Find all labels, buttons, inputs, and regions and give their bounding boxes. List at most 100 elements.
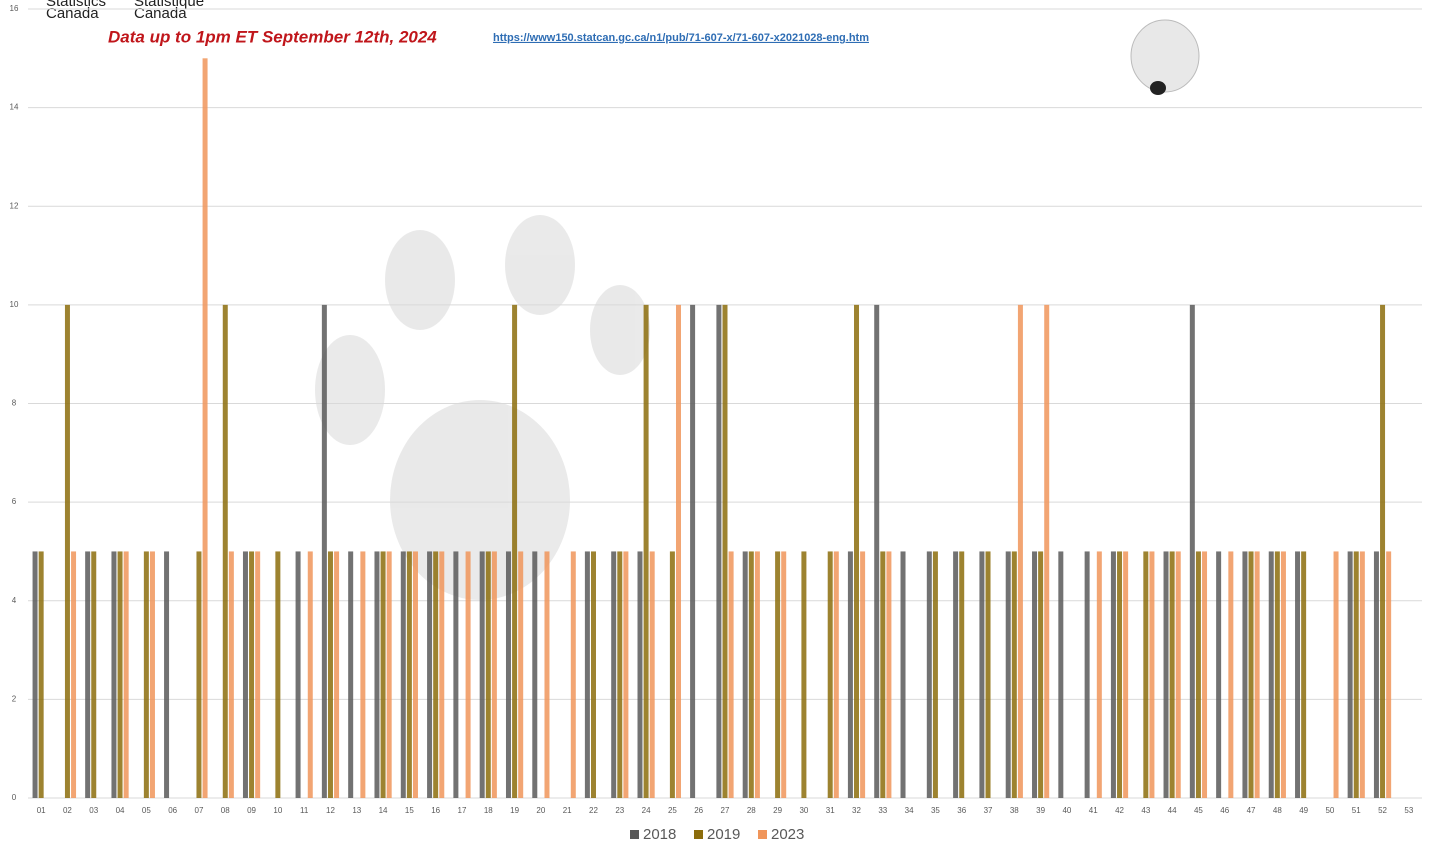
agency-en: Statistics [46, 0, 106, 10]
y-tick-label: 2 [12, 694, 17, 703]
bar [91, 551, 97, 798]
bar [149, 551, 155, 798]
bar [518, 551, 524, 798]
x-tick-label: 09 [247, 806, 256, 815]
agency-fr: Canada [134, 5, 187, 22]
bar [1038, 551, 1044, 798]
x-tick-label: 15 [405, 806, 414, 815]
x-tick-label: 18 [484, 806, 493, 815]
bar [439, 551, 445, 798]
bar [380, 551, 386, 798]
bar [584, 551, 590, 798]
bar [433, 551, 439, 798]
x-tick-label: 30 [799, 806, 808, 815]
bar [1373, 551, 1379, 798]
bar [491, 551, 497, 798]
source-link[interactable]: https://www150.statcan.gc.ca/n1/pub/71-6… [493, 32, 869, 44]
x-tick-label: 33 [878, 806, 887, 815]
y-tick-label: 8 [12, 399, 17, 408]
bar [334, 551, 340, 798]
bar [117, 551, 123, 798]
bar [532, 551, 538, 798]
x-tick-label: 35 [931, 806, 940, 815]
x-tick-label: 02 [63, 806, 72, 815]
bar [1189, 304, 1195, 798]
bar [1248, 551, 1254, 798]
bar [1005, 551, 1011, 798]
bar [1017, 304, 1023, 798]
bar [400, 551, 406, 798]
bar [321, 304, 327, 798]
y-tick-label: 16 [10, 4, 19, 13]
x-tick-label: 16 [431, 806, 440, 815]
bar [222, 304, 228, 798]
x-tick-label: 44 [1168, 806, 1177, 815]
bar [295, 551, 301, 798]
bar [1149, 551, 1155, 798]
bar [775, 551, 781, 798]
bar [202, 58, 208, 798]
bar [617, 551, 623, 798]
x-tick-label: 11 [300, 806, 309, 815]
bar [1242, 551, 1248, 798]
x-tick-label: 01 [37, 806, 46, 815]
bar [1169, 551, 1175, 798]
bar [412, 551, 418, 798]
bar [1359, 551, 1365, 798]
x-tick-label: 24 [642, 806, 651, 815]
bar [327, 551, 333, 798]
bar [38, 551, 44, 798]
x-tick-label: 26 [694, 806, 703, 815]
bar [1084, 551, 1090, 798]
bar [111, 551, 117, 798]
y-tick-label: 12 [10, 201, 19, 210]
x-tick-label: 04 [116, 806, 125, 815]
x-tick-label: 48 [1273, 806, 1282, 815]
bar [1032, 551, 1038, 798]
x-tick-label: 51 [1352, 806, 1361, 815]
bar [900, 551, 906, 798]
x-tick-label: 10 [273, 806, 282, 815]
bar [675, 304, 681, 798]
x-tick-label: 05 [142, 806, 151, 815]
bar [228, 551, 234, 798]
bar [669, 551, 675, 798]
x-tick-label: 31 [826, 806, 835, 815]
bar [1058, 551, 1064, 798]
bar [1353, 551, 1359, 798]
bar [1163, 551, 1169, 798]
bar [748, 551, 754, 798]
legend-swatch [694, 830, 703, 839]
bar [64, 304, 70, 798]
bar [847, 551, 853, 798]
bar [979, 551, 985, 798]
bar [85, 551, 91, 798]
bar [164, 551, 170, 798]
bar [1011, 551, 1017, 798]
subtitle: Data up to 1pm ET September 12th, 2024 [108, 27, 437, 46]
x-tick-label: 49 [1299, 806, 1308, 815]
bar [196, 551, 202, 798]
bar [406, 551, 412, 798]
x-tick-label: 32 [852, 806, 861, 815]
x-tick-label: 20 [536, 806, 545, 815]
x-tick-label: 17 [458, 806, 467, 815]
legend-swatch [630, 830, 639, 839]
bar [833, 551, 839, 798]
legend-label: 2019 [707, 826, 740, 843]
x-tick-label: 38 [1010, 806, 1019, 815]
x-tick-label: 36 [957, 806, 966, 815]
bar [649, 551, 655, 798]
bar [801, 551, 807, 798]
y-tick-label: 6 [12, 497, 17, 506]
agency-fr: Statistique [134, 0, 204, 10]
x-tick-label: 29 [773, 806, 782, 815]
bar [880, 551, 886, 798]
bar [1175, 551, 1181, 798]
bar [465, 551, 471, 798]
x-tick-label: 37 [984, 806, 993, 815]
y-tick-label: 14 [10, 103, 19, 112]
bar [742, 551, 748, 798]
x-tick-label: 47 [1247, 806, 1256, 815]
